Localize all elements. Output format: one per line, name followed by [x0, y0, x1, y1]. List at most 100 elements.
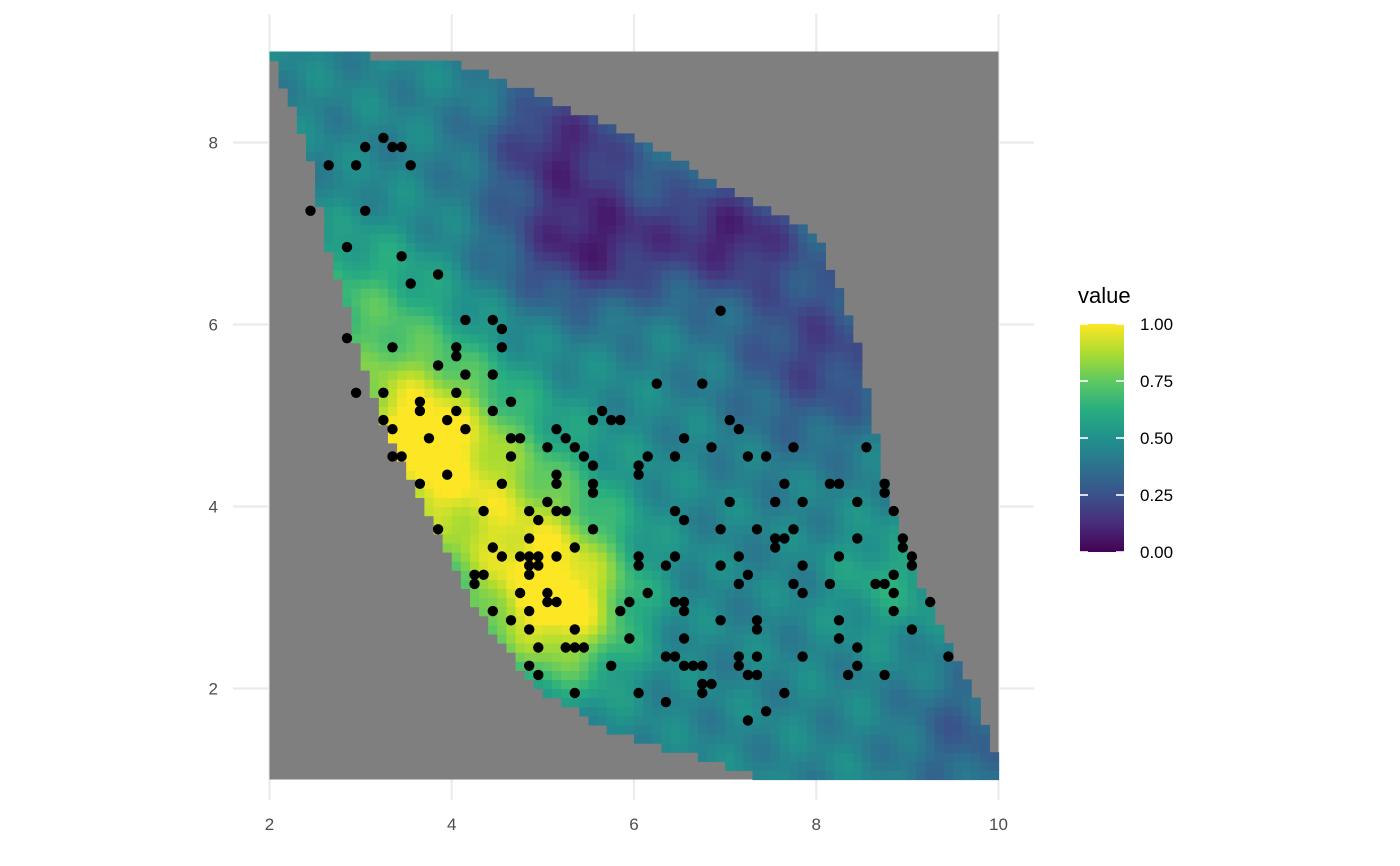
heatmap-cell — [551, 169, 562, 180]
heatmap-cell — [916, 633, 927, 644]
data-point — [633, 460, 644, 471]
heatmap-cell — [488, 251, 498, 262]
heatmap-cell — [870, 770, 881, 781]
heatmap-cell — [488, 269, 498, 280]
heatmap-cell — [807, 351, 817, 362]
heatmap-cell — [515, 315, 526, 326]
heatmap-cell — [907, 697, 918, 708]
data-point — [496, 478, 508, 489]
heatmap-cell — [460, 260, 471, 271]
heatmap-cell — [442, 133, 453, 144]
data-point — [469, 569, 480, 580]
heatmap-cell — [916, 743, 927, 753]
heatmap-cell — [688, 633, 699, 644]
heatmap-cell — [433, 151, 444, 162]
heatmap-cell — [615, 479, 626, 489]
heatmap-cell — [725, 451, 735, 462]
heatmap-cell — [570, 251, 580, 262]
heatmap-cell — [752, 752, 763, 762]
heatmap-cell — [287, 97, 298, 107]
heatmap-cell — [378, 233, 389, 244]
heatmap-cell — [479, 133, 489, 144]
heatmap-cell — [469, 260, 480, 271]
heatmap-cell — [333, 242, 343, 253]
heatmap-cell — [798, 724, 808, 735]
heatmap-cell — [679, 197, 690, 207]
heatmap-cell — [643, 597, 653, 608]
heatmap-cell — [688, 224, 699, 235]
heatmap-cell — [643, 351, 653, 362]
heatmap-cell — [469, 542, 480, 553]
heatmap-cell — [442, 260, 453, 271]
heatmap-cell — [761, 542, 772, 553]
heatmap-cell — [852, 697, 863, 708]
heatmap-cell — [606, 688, 617, 699]
heatmap-cell — [834, 570, 845, 580]
heatmap-cell — [652, 279, 662, 289]
heatmap-cell — [588, 360, 599, 371]
heatmap-cell — [652, 470, 662, 480]
heatmap-cell — [661, 524, 672, 535]
heatmap-cell — [779, 643, 790, 653]
heatmap-cell — [652, 451, 662, 462]
data-point — [706, 678, 717, 690]
heatmap-cell — [861, 643, 872, 653]
heatmap-cell — [442, 188, 453, 198]
data-point — [633, 560, 644, 571]
heatmap-cell — [479, 479, 489, 489]
heatmap-cell — [333, 151, 343, 162]
heatmap-cell — [807, 333, 817, 344]
heatmap-cell — [734, 461, 744, 471]
heatmap-cell — [734, 215, 744, 225]
heatmap-cell — [706, 734, 717, 744]
heatmap-cell — [533, 169, 544, 180]
heatmap-cell — [725, 715, 735, 726]
heatmap-cell — [542, 379, 553, 389]
heatmap-cell — [725, 679, 735, 690]
heatmap-cell — [661, 670, 672, 680]
heatmap-cell — [943, 752, 954, 762]
heatmap-cell — [579, 233, 590, 244]
heatmap-cell — [287, 87, 298, 98]
heatmap-cell — [296, 124, 307, 134]
heatmap-cell — [661, 661, 672, 671]
heatmap-cell — [770, 224, 781, 235]
heatmap-cell — [360, 279, 371, 289]
heatmap-cell — [798, 743, 808, 753]
heatmap-cell — [515, 269, 526, 280]
heatmap-cell — [579, 479, 590, 489]
heatmap-cell — [624, 260, 635, 271]
heatmap-cell — [643, 233, 653, 244]
heatmap-cell — [451, 533, 462, 544]
heatmap-cell — [342, 151, 353, 162]
heatmap-cell — [579, 188, 590, 198]
heatmap-cell — [597, 597, 608, 608]
heatmap-cell — [378, 115, 389, 125]
heatmap-cell — [351, 260, 362, 271]
heatmap-cell — [497, 78, 508, 89]
heatmap-cell — [916, 661, 927, 671]
heatmap-cell — [752, 679, 763, 690]
heatmap-cell — [807, 734, 817, 744]
heatmap-cell — [378, 324, 389, 335]
heatmap-cell — [588, 561, 599, 571]
heatmap-cell — [971, 715, 981, 726]
heatmap-cell — [807, 415, 817, 426]
data-point — [742, 715, 754, 726]
heatmap-cell — [397, 188, 407, 198]
heatmap-cell — [579, 524, 590, 535]
heatmap-cell — [788, 288, 799, 298]
heatmap-cell — [943, 688, 954, 699]
heatmap-cell — [497, 242, 508, 253]
heatmap-cell — [387, 124, 398, 134]
heatmap-cell — [807, 533, 817, 544]
heatmap-cell — [324, 215, 334, 225]
heatmap-cell — [816, 688, 826, 699]
data-point — [578, 451, 590, 462]
heatmap-cell — [980, 743, 990, 753]
data-point — [569, 642, 580, 653]
heatmap-cell — [333, 197, 343, 207]
heatmap-cell — [870, 597, 881, 608]
heatmap-cell — [688, 679, 699, 690]
heatmap-cell — [716, 333, 726, 344]
